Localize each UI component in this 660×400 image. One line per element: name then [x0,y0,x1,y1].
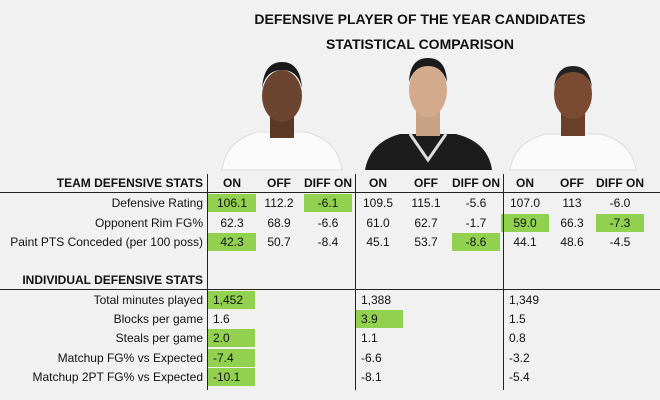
row-label: Paint PTS Conceded (per 100 poss) [10,235,203,249]
cell: 112.2 [264,196,294,210]
cell: -6.0 [609,196,631,210]
cell: -10.1 [213,369,241,384]
column-header: OFF [267,176,291,190]
cell: 44.1 [513,235,537,249]
column-header: ON [369,176,387,190]
cell: -6.1 [317,196,339,210]
subtitle: STATISTICAL COMPARISON [326,36,514,52]
highlight [452,233,500,251]
row-label: Matchup 2PT FG% vs Expected [32,369,203,384]
column-header: DIFF ON [304,176,352,190]
highlight [596,213,644,232]
player-photo [365,58,492,170]
cell: -7.3 [609,215,631,230]
cell: 42.3 [220,235,244,249]
column-header: ON [516,176,534,190]
column-header: OFF [560,176,584,190]
cell: 1,388 [361,293,392,307]
highlight [208,329,255,348]
cell: 106.1 [216,196,248,210]
cell: -3.2 [509,350,530,365]
highlight [304,194,352,212]
row-label: Blocks per game [113,312,203,327]
column-header: OFF [414,176,438,190]
cell: 3.9 [361,312,378,327]
player-photo [221,62,343,171]
cell: -5.6 [465,196,487,210]
highlight [208,233,256,251]
cell: -7.4 [213,350,234,365]
cell: 45.1 [366,235,390,249]
column-separator [503,174,504,390]
column-header: DIFF ON [596,176,644,190]
highlight [208,291,255,309]
section-heading: INDIVIDUAL DEFENSIVE STATS [22,273,203,287]
cell: 1.5 [509,312,526,327]
column-header: ON [223,176,241,190]
player-photos [221,58,637,171]
cell: -8.4 [317,235,339,249]
cell: 113 [562,196,582,210]
cell: -4.5 [609,235,631,249]
highlight [208,367,255,386]
section-heading: TEAM DEFENSIVE STATS [56,176,203,190]
cell: -1.7 [465,215,487,230]
column-separator [355,174,356,390]
cell: 62.3 [220,215,244,230]
cell: 61.0 [366,215,390,230]
row-label: Steals per game [115,331,203,346]
cell: 66.3 [560,215,584,230]
cell: -8.1 [361,369,382,384]
cell: 1.6 [213,312,230,327]
cell: 107.0 [509,196,541,210]
row-label: Matchup FG% vs Expected [57,350,203,365]
highlight [208,194,256,212]
highlight [501,213,549,232]
cell: 48.6 [560,235,584,249]
column-separator [207,174,208,390]
row-label: Total minutes played [93,293,203,307]
cell: -6.6 [361,350,382,365]
cell: 50.7 [267,235,291,249]
cell: 1,452 [213,293,244,307]
cell: 68.9 [267,215,291,230]
cell: 109.5 [362,196,394,210]
cell: 115.1 [411,196,441,210]
cell: -8.6 [465,235,487,249]
highlight [356,310,403,329]
player-photo [509,66,637,171]
cell: 1,349 [509,293,540,307]
column-header: DIFF ON [452,176,500,190]
cell: 53.7 [414,235,438,249]
section-rule [0,289,660,290]
highlight [208,348,255,367]
cell: 2.0 [213,331,230,346]
row-label: Defensive Rating [111,196,203,210]
cell: -5.4 [509,369,530,384]
cell: 0.8 [509,331,526,346]
cell: 1.1 [361,331,378,346]
cell: -6.6 [317,215,339,230]
header-rule [0,192,660,193]
cell: 62.7 [414,215,438,230]
cell: 59.0 [513,215,537,230]
title: DEFENSIVE PLAYER OF THE YEAR CANDIDATES [254,11,586,27]
row-label: Opponent Rim FG% [94,215,203,230]
